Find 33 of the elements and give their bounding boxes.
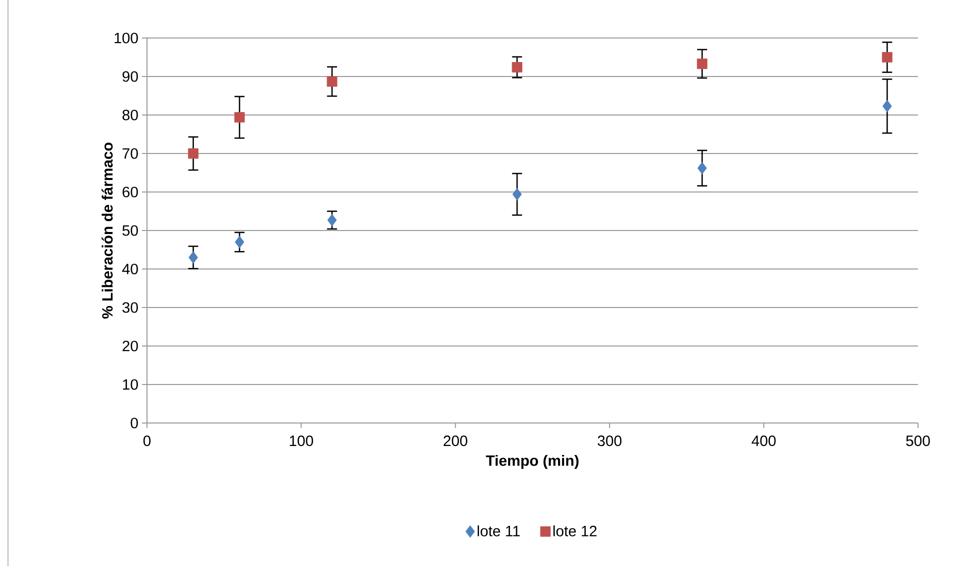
point xyxy=(188,251,198,264)
point xyxy=(234,236,244,248)
legend-label: lote 11 xyxy=(478,525,520,536)
x-axis-title: Tiempo (min) xyxy=(486,454,579,469)
y-tick-label: 20 xyxy=(122,340,138,352)
point xyxy=(234,112,245,123)
legend-label: lote 12 xyxy=(553,525,597,536)
x-tick-label: 500 xyxy=(906,436,930,446)
point xyxy=(697,162,707,174)
y-tick-label: 50 xyxy=(122,225,138,236)
x-tick-label: 400 xyxy=(752,436,776,446)
x-tick-label: 100 xyxy=(290,436,314,446)
y-tick-label: 40 xyxy=(122,264,138,274)
y-tick-label: 60 xyxy=(122,186,138,198)
x-tick-label: 0 xyxy=(143,436,151,446)
point xyxy=(326,76,338,87)
y-tick-label: 70 xyxy=(122,148,138,159)
point xyxy=(327,214,337,226)
y-tick-label: 10 xyxy=(123,379,138,390)
y-tick-label: 80 xyxy=(122,110,138,120)
y-tick-label: 90 xyxy=(122,71,138,82)
y-tick-label: 0 xyxy=(130,418,138,428)
point xyxy=(512,188,522,201)
x-tick-label: 300 xyxy=(598,436,622,446)
y-axis-title: % Liberación de fármaco xyxy=(102,142,113,319)
point xyxy=(882,52,892,62)
point xyxy=(188,148,198,159)
point xyxy=(882,100,892,112)
x-tick-label: 200 xyxy=(444,436,468,446)
point xyxy=(512,62,522,72)
point xyxy=(696,58,708,69)
y-tick-label: 30 xyxy=(122,302,138,313)
y-tick-label: 100 xyxy=(114,32,138,44)
